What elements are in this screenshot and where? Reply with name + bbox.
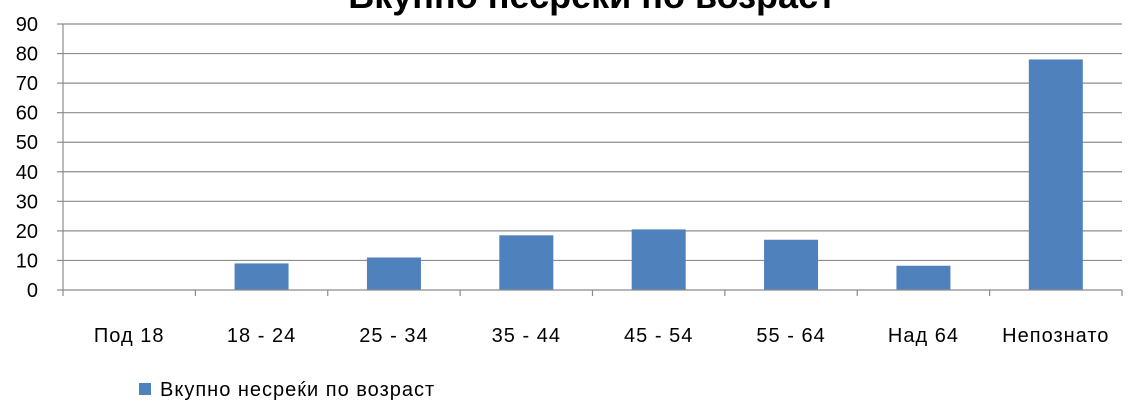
legend-label: Вкупно несреќи по возраст (160, 379, 435, 401)
x-tick-label: 35 - 44 (492, 325, 561, 347)
y-tick-label: 50 (16, 132, 38, 154)
x-tick-label: 25 - 34 (359, 325, 428, 347)
y-tick-label: 0 (27, 280, 38, 302)
y-tick-label: 60 (16, 103, 38, 125)
bar (499, 235, 554, 290)
legend: Вкупно несреќи по возраст (139, 379, 435, 401)
y-axis-ticks: 0 10 20 30 40 50 60 70 80 90 (16, 14, 63, 302)
legend-swatch (139, 383, 151, 395)
bar (234, 263, 289, 290)
y-tick-label: 20 (16, 221, 38, 243)
bars (234, 59, 1083, 290)
axes (62, 24, 1123, 296)
x-tick-label: Непознато (1002, 325, 1109, 347)
bar (764, 239, 819, 290)
gridlines (63, 23, 1122, 262)
bar (896, 265, 951, 290)
x-tick-label: 55 - 64 (756, 325, 825, 347)
y-tick-label: 70 (16, 73, 38, 95)
x-tick-label: 18 - 24 (227, 325, 296, 347)
y-tick-label: 90 (16, 14, 38, 36)
y-tick-label: 10 (16, 250, 38, 272)
x-tick-label: 45 - 54 (624, 325, 693, 347)
y-tick-label: 40 (16, 162, 38, 184)
x-axis-labels: Под 18 18 - 24 25 - 34 35 - 44 45 - 54 55 - 6… (94, 325, 1109, 347)
chart-title: Вкупно несреќи по возраст (348, 0, 835, 16)
x-tick-label: Под 18 (94, 325, 165, 347)
bar (1028, 59, 1083, 290)
bar (366, 257, 421, 290)
y-tick-label: 80 (16, 44, 38, 66)
x-tick-label: Над 64 (888, 325, 959, 347)
bar (631, 229, 686, 290)
y-tick-label: 30 (16, 191, 38, 213)
